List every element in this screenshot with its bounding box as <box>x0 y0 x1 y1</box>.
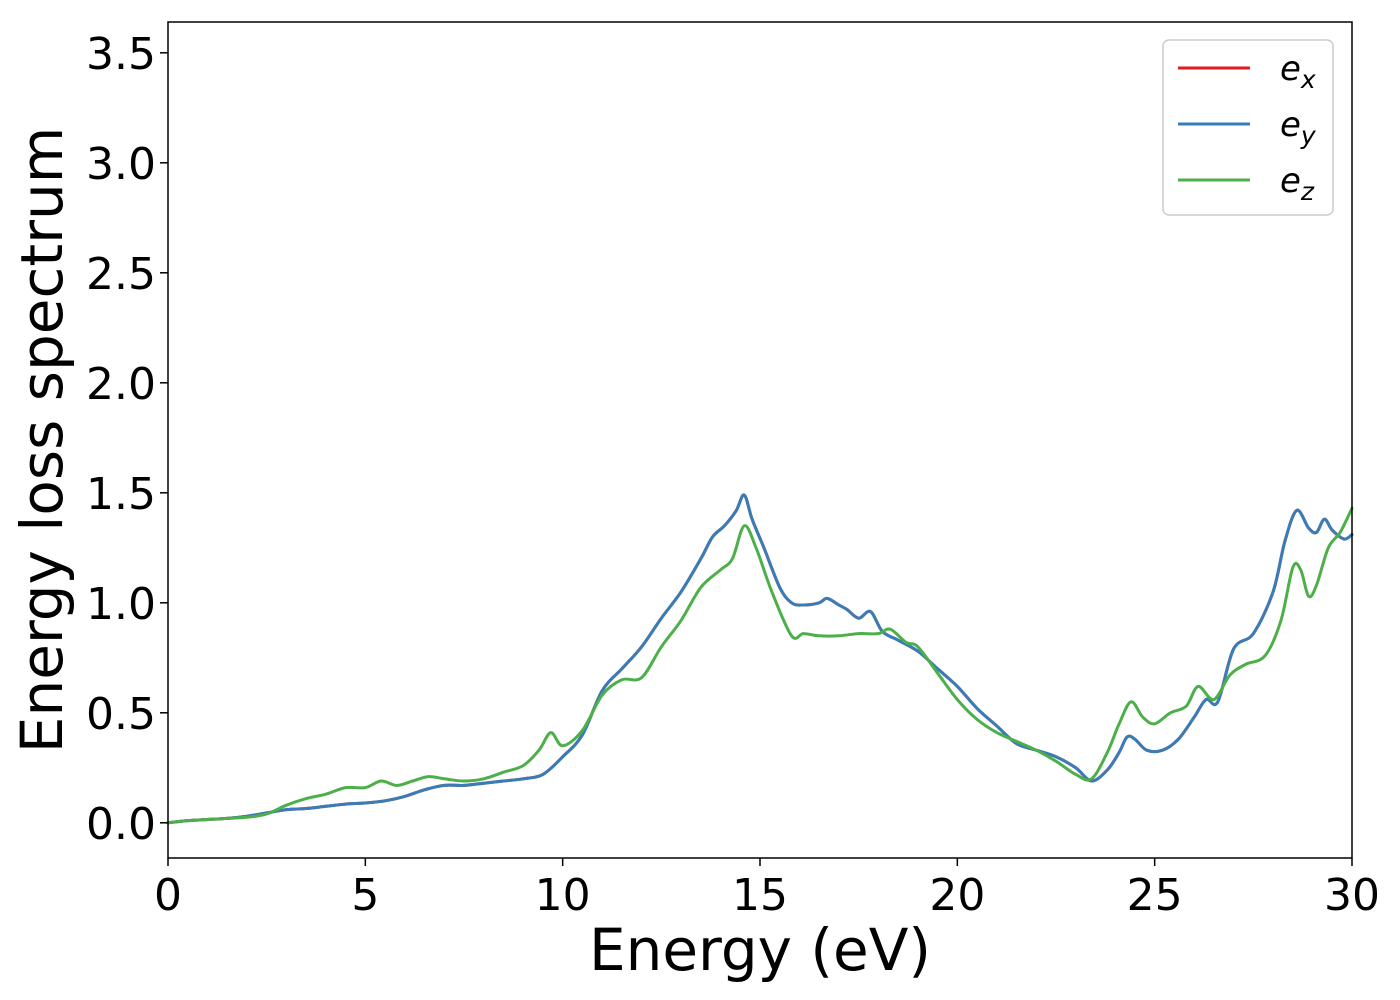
y-tick-label: 2.0 <box>86 359 156 410</box>
y-axis: 0.0 0.5 1.0 1.5 2.0 2.5 3.0 3.5 <box>86 29 168 850</box>
y-tick-label: 1.5 <box>86 469 156 520</box>
x-tick-label: 5 <box>351 870 379 921</box>
y-tick-label: 0.5 <box>86 689 156 740</box>
y-axis-title: Energy loss spectrum <box>8 127 76 753</box>
legend-subscript: x <box>1300 65 1316 94</box>
x-tick-label: 30 <box>1324 870 1380 921</box>
x-tick-label: 15 <box>732 870 788 921</box>
y-tick-label: 3.0 <box>86 139 156 190</box>
y-tick-label: 2.5 <box>86 249 156 300</box>
y-tick-label: 1.0 <box>86 579 156 630</box>
y-tick-label: 3.5 <box>86 29 156 80</box>
x-tick-label: 20 <box>929 870 985 921</box>
x-tick-label: 25 <box>1127 870 1183 921</box>
series-line-y <box>166 493 1354 825</box>
series-layer <box>166 493 1354 825</box>
x-axis: 0 5 10 15 20 25 30 <box>154 858 1380 921</box>
x-tick-label: 10 <box>535 870 591 921</box>
legend-box <box>1162 39 1334 216</box>
x-axis-title: Energy (eV) <box>589 916 931 984</box>
y-tick-label: 0.0 <box>86 799 156 850</box>
legend-subscript: y <box>1300 121 1317 150</box>
series-line-z <box>166 506 1354 825</box>
x-tick-label: 0 <box>154 870 182 921</box>
legend-subscript: z <box>1300 177 1315 206</box>
